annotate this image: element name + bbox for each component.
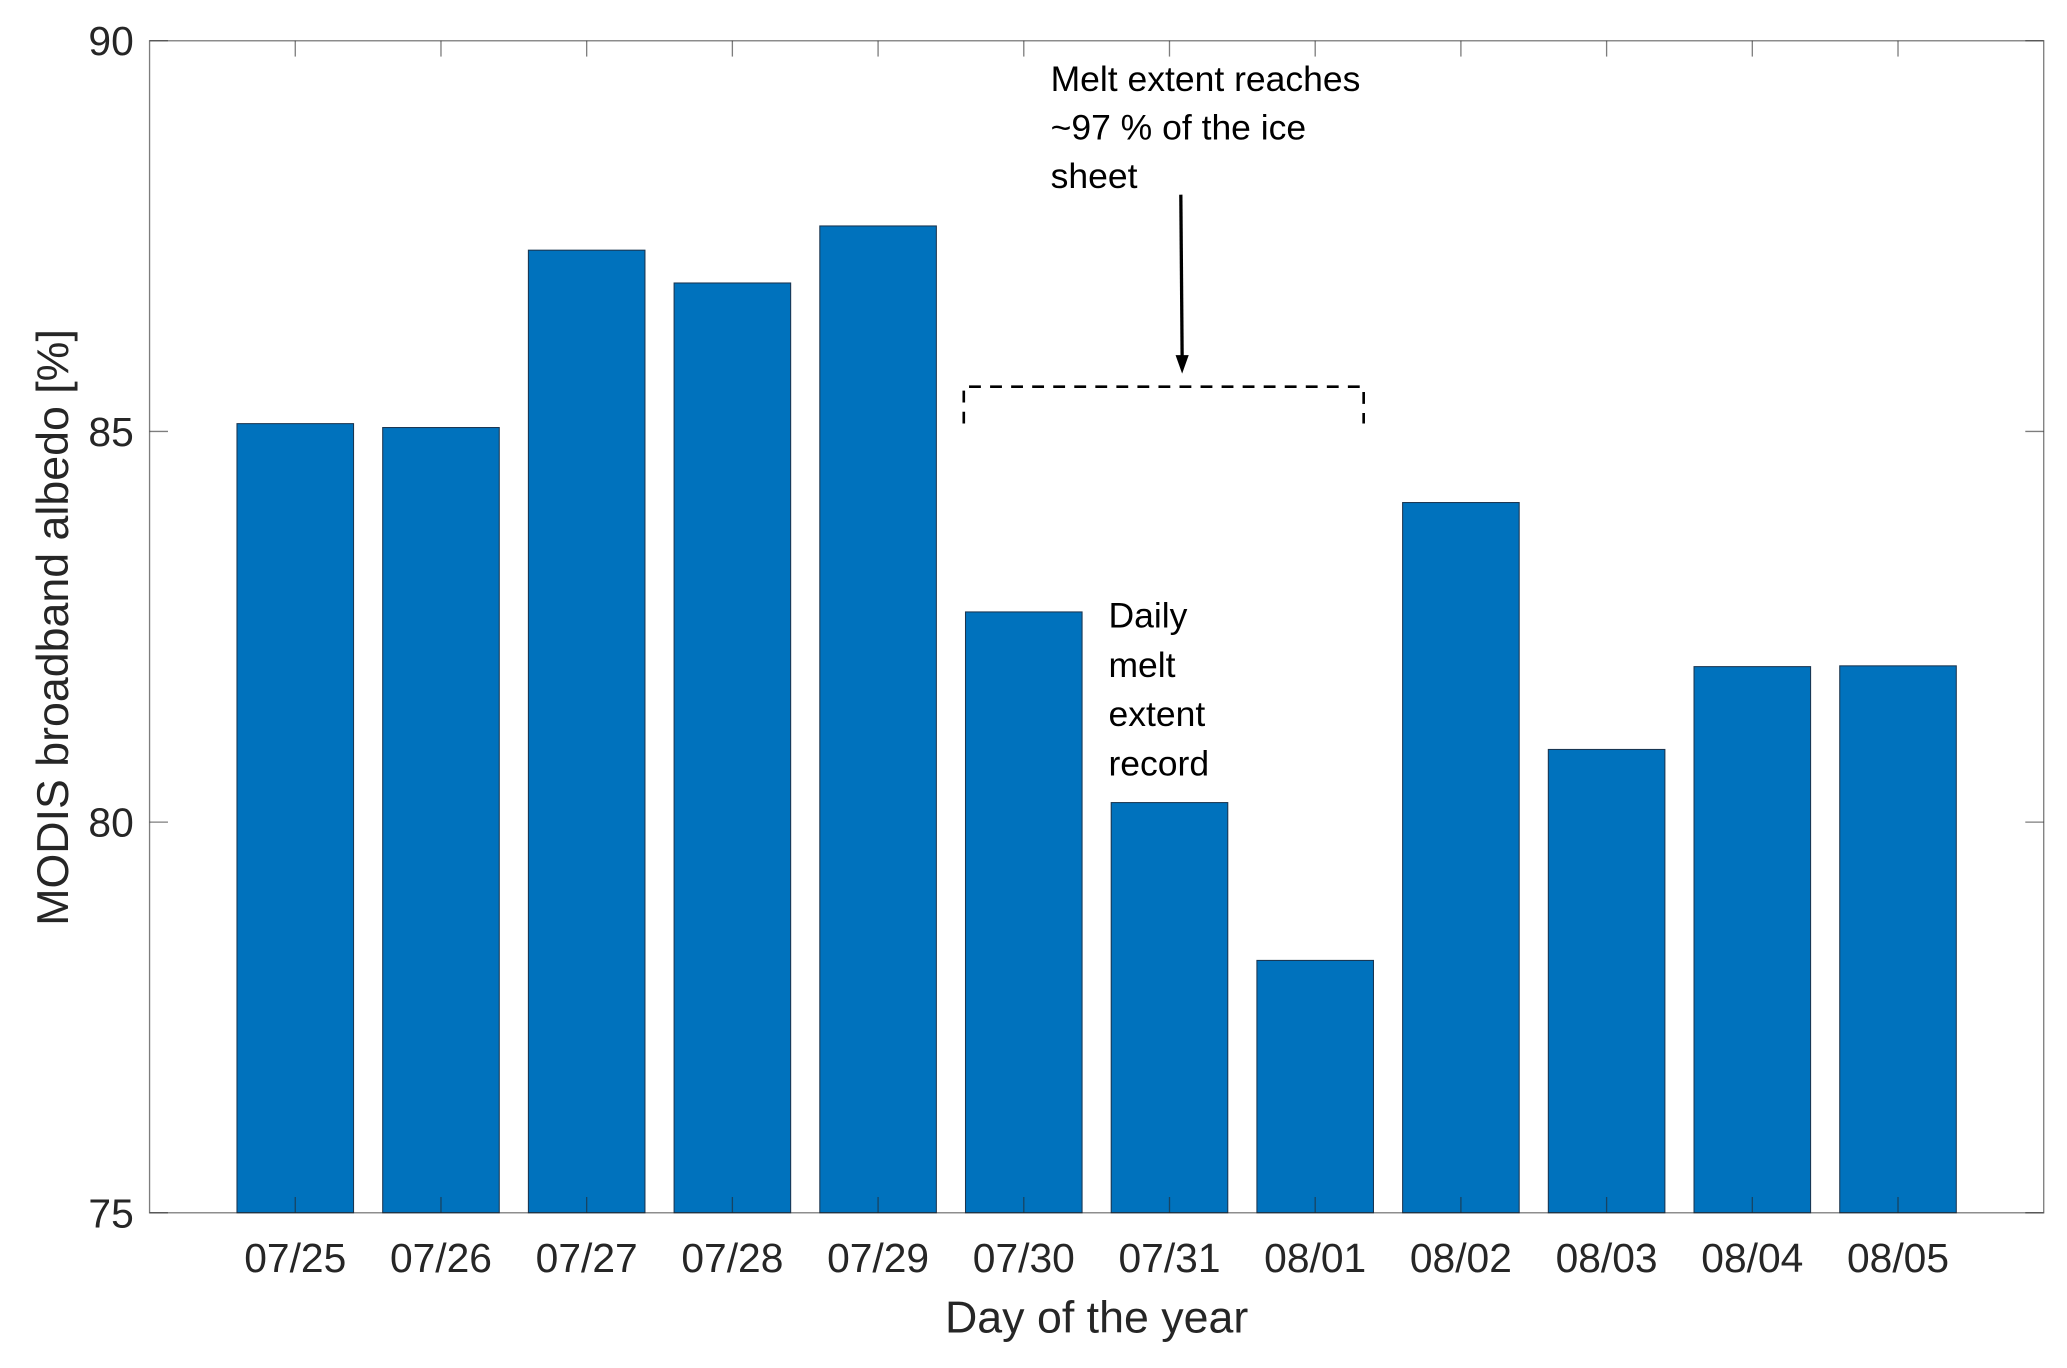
y-tick-label: 90 [88, 18, 133, 64]
x-axis: 07/25 07/26 07/27 07/28 07/29 07/30 07/31 08/01… [244, 40, 1949, 1281]
annotation-line: melt [1108, 645, 1175, 685]
x-tick-label: 07/25 [244, 1235, 346, 1281]
x-tick-label: 07/31 [1118, 1235, 1220, 1281]
x-tick-label: 07/26 [390, 1235, 492, 1281]
x-tick-label: 08/04 [1701, 1235, 1803, 1281]
svg-text:Melt extent reaches~97 % of th: Melt extent reaches ~97 % of the ice sheet [1051, 59, 1361, 196]
bar-08-05 [1839, 665, 1957, 1214]
x-tick-label: 07/30 [973, 1235, 1075, 1281]
x-tick-label: 08/02 [1410, 1235, 1512, 1281]
bar-07-28 [673, 282, 792, 1214]
arrow-line [1179, 194, 1184, 358]
y-tick-label: 80 [88, 800, 133, 846]
bar-07-29 [819, 225, 937, 1214]
bar-07-30 [964, 611, 1083, 1214]
bar-07-26 [382, 427, 500, 1214]
annotation-line: sheet [1051, 156, 1138, 196]
annotation-line: ~97 % of the ice [1051, 107, 1307, 147]
x-axis-label: Day of the year [945, 1293, 1248, 1342]
bar-08-01 [1256, 959, 1375, 1214]
y-axis-label: MODIS broadband albedo [%] [29, 329, 78, 926]
bars [236, 225, 1957, 1214]
x-tick-label: 08/03 [1556, 1235, 1658, 1281]
x-tick-label: 08/01 [1264, 1235, 1366, 1281]
x-tick-label: 07/29 [827, 1235, 929, 1281]
bar-08-02 [1402, 502, 1520, 1214]
y-tick-label: 75 [88, 1190, 133, 1236]
bar-07-25 [236, 423, 355, 1214]
annotation-line: Melt extent reaches [1051, 59, 1361, 99]
annotation-daily-record: Daily melt extent record [1108, 595, 1209, 783]
bar-08-04 [1693, 666, 1812, 1214]
annotation-line: extent [1108, 694, 1205, 734]
x-tick-label: 07/27 [536, 1235, 638, 1281]
x-tick-label: 07/28 [681, 1235, 783, 1281]
bar-07-31 [1110, 802, 1229, 1214]
x-tick-label: 08/05 [1847, 1235, 1949, 1281]
annotation-line: record [1108, 743, 1209, 783]
bar-07-27 [527, 249, 646, 1214]
plot-area-frame [148, 40, 2045, 1214]
bar-08-03 [1547, 748, 1666, 1214]
dashed-bracket [962, 385, 1365, 424]
arrow-head-icon [1175, 355, 1189, 374]
y-axis: 75 80 85 90 [88, 18, 2044, 1236]
annotation-melt-extent: Melt extent reaches ~97 % of the ice sheet [962, 59, 1365, 424]
annotation-line: Daily [1108, 595, 1187, 635]
y-tick-label: 85 [88, 409, 133, 455]
